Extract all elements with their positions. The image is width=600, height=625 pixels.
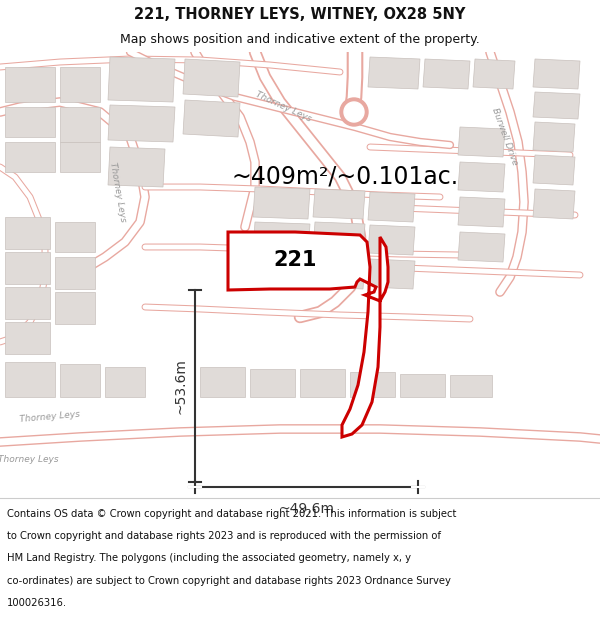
Text: 221: 221 xyxy=(273,250,317,270)
Polygon shape xyxy=(533,189,575,219)
Polygon shape xyxy=(253,222,310,254)
Polygon shape xyxy=(313,189,365,219)
Text: Thorney Leys: Thorney Leys xyxy=(109,161,128,222)
Text: Burwell Drive: Burwell Drive xyxy=(490,107,520,167)
Circle shape xyxy=(340,98,368,126)
Polygon shape xyxy=(5,322,50,354)
Polygon shape xyxy=(200,367,245,397)
Polygon shape xyxy=(400,374,445,397)
Polygon shape xyxy=(183,100,240,137)
Text: ~409m²/~0.101ac.: ~409m²/~0.101ac. xyxy=(232,165,458,189)
Polygon shape xyxy=(458,127,505,157)
Polygon shape xyxy=(450,375,492,397)
Polygon shape xyxy=(5,142,55,172)
Polygon shape xyxy=(253,187,310,219)
Polygon shape xyxy=(60,107,100,142)
Text: ~49.6m: ~49.6m xyxy=(278,502,335,516)
Text: 100026316.: 100026316. xyxy=(7,598,67,608)
Polygon shape xyxy=(473,59,515,89)
Text: Thorney Leys: Thorney Leys xyxy=(254,90,313,124)
Polygon shape xyxy=(5,287,50,319)
Polygon shape xyxy=(533,92,580,119)
Polygon shape xyxy=(313,257,365,289)
Polygon shape xyxy=(108,147,165,187)
Polygon shape xyxy=(5,107,55,137)
Polygon shape xyxy=(250,369,295,397)
Text: HM Land Registry. The polygons (including the associated geometry, namely x, y: HM Land Registry. The polygons (includin… xyxy=(7,553,411,563)
Polygon shape xyxy=(300,369,345,397)
Polygon shape xyxy=(228,232,388,437)
Polygon shape xyxy=(5,217,50,249)
Polygon shape xyxy=(458,232,505,262)
Polygon shape xyxy=(108,105,175,142)
Polygon shape xyxy=(5,67,55,102)
Polygon shape xyxy=(533,155,575,185)
Text: 221, THORNEY LEYS, WITNEY, OX28 5NY: 221, THORNEY LEYS, WITNEY, OX28 5NY xyxy=(134,7,466,22)
Polygon shape xyxy=(183,59,240,97)
Polygon shape xyxy=(5,362,55,397)
Polygon shape xyxy=(55,292,95,324)
Polygon shape xyxy=(60,67,100,102)
Text: to Crown copyright and database rights 2023 and is reproduced with the permissio: to Crown copyright and database rights 2… xyxy=(7,531,441,541)
Text: Contains OS data © Crown copyright and database right 2021. This information is : Contains OS data © Crown copyright and d… xyxy=(7,509,457,519)
Polygon shape xyxy=(533,59,580,89)
Polygon shape xyxy=(458,162,505,192)
Text: Thorney Leys: Thorney Leys xyxy=(19,410,80,424)
Polygon shape xyxy=(368,57,420,89)
Polygon shape xyxy=(368,259,415,289)
Polygon shape xyxy=(108,57,175,102)
Polygon shape xyxy=(105,367,145,397)
Text: Thorney Leys: Thorney Leys xyxy=(0,454,58,464)
Polygon shape xyxy=(55,222,95,252)
Polygon shape xyxy=(533,122,575,152)
Polygon shape xyxy=(368,225,415,255)
Polygon shape xyxy=(458,197,505,227)
Circle shape xyxy=(344,102,364,122)
Polygon shape xyxy=(60,364,100,397)
Polygon shape xyxy=(368,192,415,222)
Polygon shape xyxy=(60,142,100,172)
Polygon shape xyxy=(253,257,310,289)
Text: co-ordinates) are subject to Crown copyright and database rights 2023 Ordnance S: co-ordinates) are subject to Crown copyr… xyxy=(7,576,451,586)
Polygon shape xyxy=(423,59,470,89)
Polygon shape xyxy=(350,372,395,397)
Polygon shape xyxy=(5,252,50,284)
Text: ~53.6m: ~53.6m xyxy=(174,358,188,414)
Polygon shape xyxy=(313,222,365,254)
Text: Map shows position and indicative extent of the property.: Map shows position and indicative extent… xyxy=(120,32,480,46)
Polygon shape xyxy=(55,257,95,289)
